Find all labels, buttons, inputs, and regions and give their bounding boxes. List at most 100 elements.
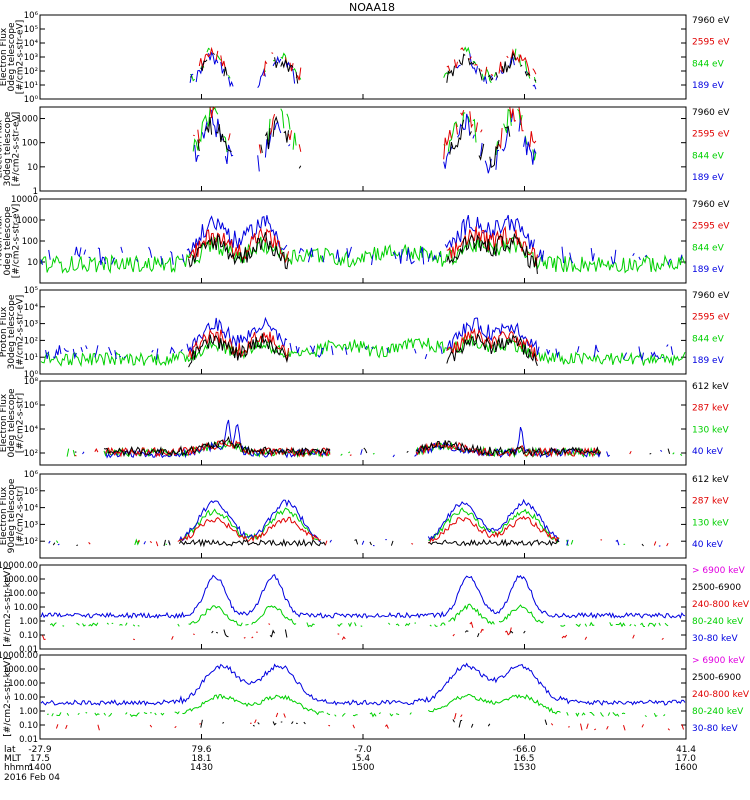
x-row-label: hhmm: [4, 763, 33, 773]
legend-label: 130 keV: [692, 425, 729, 435]
y-axis-label: [#/cm2-s-str-keV]: [3, 567, 13, 646]
y-tick-label: 10000.00: [0, 561, 38, 571]
y-tick-label: 10: [27, 258, 38, 268]
legend-label: 80-240 keV: [692, 617, 744, 627]
y-tick-label: 10³: [24, 320, 38, 330]
legend-label: 130 keV: [692, 518, 729, 528]
data-series: [47, 694, 685, 716]
data-series: [188, 333, 538, 368]
y-tick-label: 10¹: [24, 353, 38, 363]
y-tick-label: 1.00: [19, 617, 38, 627]
legend-label: 240-800 keV: [692, 600, 750, 610]
data-series: [198, 117, 599, 179]
y-axis-label: MEPEDElectron Flux90deg telescope[#/cm2-…: [0, 478, 26, 553]
legend-label: 240-800 keV: [692, 690, 750, 700]
legend-label: 80-240 keV: [692, 707, 744, 717]
data-series: [211, 629, 526, 638]
y-axis-label: TEDElectron Flux0deg telescope[#/cm2-s-s…: [0, 20, 26, 95]
x-tick-label: 17.5: [30, 754, 50, 764]
panel-frame: [39, 106, 687, 192]
x-tick-label: 1600: [675, 763, 698, 773]
legend-label: 189 eV: [692, 265, 725, 275]
y-tick-label: 10⁶: [24, 470, 39, 480]
y-tick-label: 100.00: [8, 589, 38, 599]
y-tick-label: 10⁴: [24, 504, 39, 514]
panel-meped-e-90: 10² 10³ 10⁴ 10⁵ 10⁶MEPEDElectron Flux90deg t…: [0, 470, 729, 559]
panel-frame: [39, 198, 687, 284]
legend-label: 612 keV: [692, 475, 729, 485]
panel-frame: [39, 564, 687, 650]
y-tick-label: 10⁵: [24, 487, 38, 497]
y-tick-label: 10²: [24, 449, 38, 459]
y-tick-label: 100: [22, 237, 38, 247]
legend-label: 2500-6900: [692, 583, 741, 593]
x-tick-label: 1400: [29, 763, 52, 773]
legend-label: 189 eV: [692, 173, 725, 183]
legend-label: > 6900 keV: [692, 656, 746, 666]
data-series: [43, 622, 673, 639]
panel-frame: [39, 289, 687, 375]
legend-label: 7960 eV: [692, 16, 730, 26]
y-axis-label: MEPEDElectron Flux0deg telescope[#/cm2-s…: [0, 388, 26, 458]
x-tick-label: 18.1: [191, 754, 211, 764]
y-tick-label: 10¹: [24, 81, 38, 91]
data-series: [40, 334, 686, 368]
y-tick-label: 0.01: [19, 645, 38, 655]
x-tick-label: 1500: [352, 763, 375, 773]
legend-label: 612 keV: [692, 382, 729, 392]
x-tick-label: 1430: [190, 763, 213, 773]
data-series: [40, 574, 686, 620]
y-tick-label: 10⁸: [24, 377, 39, 387]
y-tick-label: 1000.00: [3, 575, 38, 585]
y-tick-label: 10²: [24, 67, 38, 77]
panel-frame: [39, 654, 687, 740]
legend-label: 2595 eV: [692, 313, 730, 323]
panel-frame: [39, 473, 687, 559]
y-tick-label: 10⁵: [24, 25, 38, 35]
y-tick-label: 10.00: [14, 693, 38, 703]
y-tick-label: 10²: [24, 537, 38, 547]
x-tick-label: 1530: [513, 763, 536, 773]
panel-ted-e-0: 10⁰ 10¹ 10² 10³ 10⁴ 10⁵ 10⁶TEDElectron Flux0de…: [0, 11, 730, 105]
y-axis-label: Electron Flux30deg telescope[#/cm2-s-str…: [0, 111, 21, 186]
data-series: [200, 719, 548, 728]
x-tick-label: 79.6: [191, 745, 211, 755]
x-tick-label: -27.9: [28, 745, 52, 755]
date-label: 2016 Feb 04: [4, 773, 60, 783]
y-tick-label: 0.01: [19, 735, 38, 745]
legend-label: 2595 eV: [692, 130, 730, 140]
y-tick-label: 1: [33, 187, 38, 197]
y-tick-label: 0.10: [19, 631, 38, 641]
x-tick-label: 41.4: [676, 745, 696, 755]
data-series: [188, 232, 538, 274]
x-row-label: lat: [4, 745, 16, 755]
y-tick-label: 10⁴: [24, 425, 39, 435]
data-series: [193, 107, 537, 160]
legend-label: 7960 eV: [692, 200, 730, 210]
y-tick-label: 10³: [24, 520, 38, 530]
y-tick-label: 10000: [11, 195, 38, 205]
panel-meped-p-0: 0.01 0.10 1.00 10.00 100.00 1000.00 10000.00[#…: [0, 561, 750, 655]
data-series: [189, 46, 537, 84]
data-series: [194, 109, 537, 174]
data-series: [74, 435, 671, 458]
data-series: [55, 712, 684, 731]
legend-label: 189 eV: [692, 81, 725, 91]
legend-label: 30-80 keV: [692, 634, 738, 644]
y-tick-label: 10⁰: [24, 95, 39, 105]
legend-label: 2595 eV: [692, 222, 730, 232]
legend-label: 7960 eV: [692, 291, 730, 301]
panel-meped-p-90: 0.01 0.10 1.00 10.00 100.00 1000.00 10000.00[#…: [0, 651, 750, 745]
y-tick-label: 1000.00: [3, 665, 38, 675]
legend-label: 844 eV: [692, 334, 725, 344]
legend-label: 189 eV: [692, 356, 725, 366]
legend-label: 287 keV: [692, 497, 729, 507]
x-tick-label: -7.0: [354, 745, 372, 755]
panel-ted-p-30: 10⁰ 10¹ 10² 10³ 10⁴ 10⁵TEDProton Flux30deg te…: [0, 286, 730, 380]
legend-label: 2500-6900: [692, 673, 741, 683]
x-tick-label: 17.0: [676, 754, 696, 764]
y-tick-label: 10: [27, 163, 38, 173]
y-tick-label: 10⁵: [24, 286, 38, 296]
